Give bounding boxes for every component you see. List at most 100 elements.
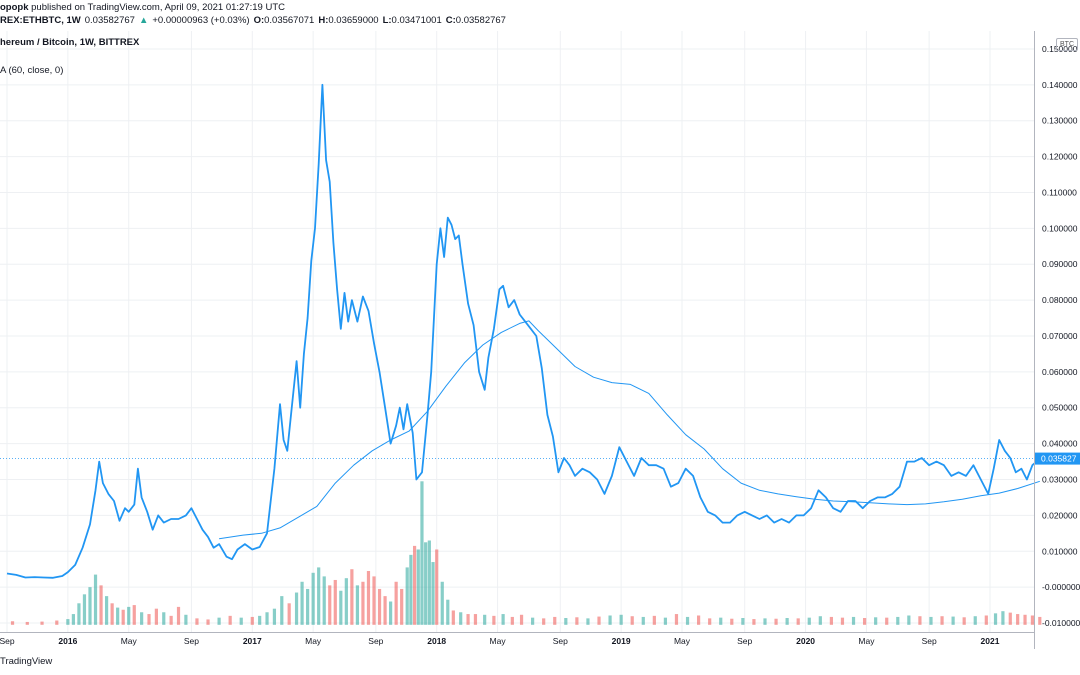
- chart-pane[interactable]: 0.150000 0.140000 0.130000 0.120000 0.110000…: [0, 31, 1080, 649]
- volume-bar: [1023, 614, 1027, 625]
- high-value: 0.03659000: [328, 15, 379, 26]
- tradingview-brand[interactable]: TradingView: [0, 656, 53, 667]
- volume-bar: [147, 614, 151, 625]
- volume-bar: [918, 616, 922, 625]
- volume-bar: [542, 618, 546, 625]
- volume-bar: [206, 619, 210, 625]
- volume-bar: [250, 616, 254, 625]
- volume-bar: [586, 618, 590, 625]
- volume-bar: [93, 574, 98, 625]
- volume-bar: [355, 585, 360, 625]
- volume-bar: [10, 621, 15, 625]
- publish-info: opopk published on TradingView.com, Apri…: [0, 2, 285, 14]
- x-tick-label: May: [305, 636, 322, 646]
- volume-bar: [311, 572, 315, 625]
- author-name[interactable]: opopk: [0, 2, 29, 13]
- volume-bar: [350, 569, 354, 625]
- volume-bar: [466, 614, 470, 625]
- volume-bar: [774, 618, 778, 625]
- volume-bar: [339, 590, 343, 625]
- price-change: +0.00000963 (+0.03%): [152, 15, 250, 26]
- volume-bar: [1030, 615, 1035, 625]
- volume-bar: [993, 613, 998, 625]
- price-chart[interactable]: 0.150000 0.140000 0.130000 0.120000 0.110000…: [0, 31, 1080, 649]
- x-tick-label: Sep: [553, 636, 568, 646]
- volume-bar: [752, 619, 756, 625]
- y-tick-label: -0.010000: [1042, 618, 1080, 628]
- volume-bar: [66, 619, 70, 625]
- volume-bar: [400, 588, 404, 625]
- volume-bar: [412, 545, 417, 625]
- y-tick-label: 0.090000: [1042, 259, 1078, 269]
- chart-header: opopk published on TradingView.com, Apri…: [0, 0, 1080, 30]
- volume-bar: [409, 554, 413, 625]
- volume-bar: [265, 612, 269, 625]
- ma-indicator-label[interactable]: A (60, close, 0): [0, 65, 64, 76]
- volume-bar: [685, 616, 690, 625]
- y-tick-label: 0.070000: [1042, 331, 1078, 341]
- symbol-label: REX:ETHBTC, 1W: [0, 15, 81, 26]
- volume-bar: [652, 615, 656, 625]
- volume-bar: [697, 615, 701, 625]
- volume-bar: [531, 617, 535, 625]
- volume-bar: [459, 612, 463, 625]
- last-price-tag: 0.035827: [1035, 452, 1080, 465]
- volume-bar: [258, 615, 262, 625]
- x-tick-label: May: [490, 636, 507, 646]
- volume-bar: [25, 621, 29, 625]
- last-price-tag-bg: [1035, 452, 1080, 465]
- volume-bar: [195, 618, 199, 625]
- volume-bar: [1001, 611, 1005, 625]
- volume-bar: [389, 601, 393, 625]
- volume-bar: [322, 576, 326, 625]
- x-tick-label: 2021: [981, 636, 1000, 646]
- volume-bar: [228, 615, 232, 625]
- chart-footer: TradingView: [0, 650, 1080, 675]
- volume-bar: [405, 567, 409, 625]
- currency-badge[interactable]: BTC: [1056, 38, 1078, 51]
- volume-bar: [424, 542, 428, 625]
- volume-bar: [169, 615, 173, 625]
- volume-bar: [885, 617, 889, 625]
- close-label: C:: [445, 15, 456, 26]
- volume-bar: [162, 612, 166, 625]
- low-label: L:: [382, 15, 392, 26]
- y-tick-label: 0.020000: [1042, 510, 1078, 520]
- volume-bar: [564, 618, 568, 625]
- volume-bar: [862, 618, 867, 625]
- volume-bar: [184, 614, 188, 625]
- volume-bar: [377, 588, 382, 625]
- volume-bar: [674, 614, 679, 625]
- volume-bar: [896, 616, 900, 625]
- volume-bar: [608, 615, 612, 625]
- volume-bar: [741, 618, 745, 625]
- ohlc-legend: REX:ETHBTC, 1W 0.03582767 ▲ +0.00000963 (+0…: [0, 15, 506, 27]
- volume-bar: [719, 617, 723, 625]
- low-value: 0.03471001: [391, 15, 442, 26]
- volume-bar: [818, 616, 822, 625]
- volume-bar: [510, 616, 514, 625]
- y-tick-label: 0.050000: [1042, 403, 1078, 413]
- volume-bar: [553, 616, 557, 625]
- x-tick-label: May: [858, 636, 875, 646]
- volume-bar: [82, 594, 87, 625]
- volume-bar: [416, 549, 420, 625]
- last-price-tag-text: 0.035827: [1041, 454, 1077, 464]
- grid-lines: [0, 31, 1034, 632]
- volume-bar: [1038, 616, 1042, 625]
- y-tick-label: 0.100000: [1042, 223, 1078, 233]
- volume-bar: [483, 614, 487, 625]
- open-value: 0.03567071: [264, 15, 315, 26]
- volume-bar: [372, 576, 376, 625]
- volume-bar: [575, 617, 579, 625]
- x-tick-label: May: [674, 636, 691, 646]
- y-tick-label: 0.040000: [1042, 439, 1078, 449]
- x-tick-label: Sep: [368, 636, 383, 646]
- close-value: 0.03582767: [455, 15, 506, 26]
- volume-bar: [851, 616, 856, 625]
- volume-bar: [55, 620, 59, 625]
- volume-bar: [121, 609, 125, 625]
- volume-bar: [287, 603, 291, 625]
- y-tick-label: 0.030000: [1042, 475, 1078, 485]
- volume-bar: [1016, 614, 1020, 625]
